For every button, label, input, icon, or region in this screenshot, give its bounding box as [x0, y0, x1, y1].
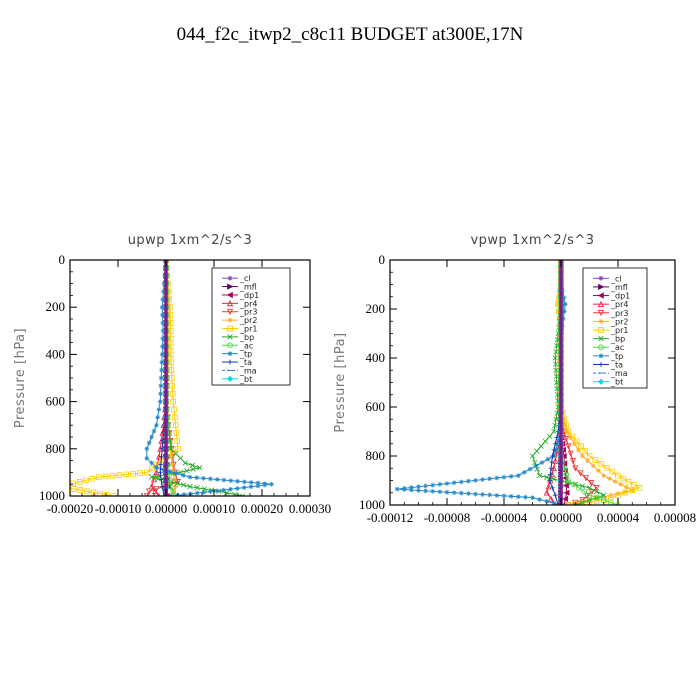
x-tick-label: 0.00010	[193, 501, 235, 516]
legend-box	[211, 267, 291, 386]
legend-marker	[598, 353, 604, 359]
x-tick-label: 0.00020	[241, 501, 283, 516]
y-tick-label: 400	[366, 350, 386, 365]
legend-entry: _tp	[610, 352, 623, 361]
legend-entry: _ma	[610, 369, 628, 378]
legend-entry: _pr2	[239, 316, 257, 325]
legend-marker	[227, 283, 234, 290]
legend-marker	[598, 344, 604, 351]
y-tick-label: 400	[46, 346, 66, 361]
legend-marker	[227, 275, 233, 281]
legend-entry: _ta	[610, 360, 623, 369]
legend-marker	[598, 283, 605, 291]
legend-marker	[226, 291, 233, 299]
legend: _cl_mfl_dp1_pr4_pr3_pr2_pr1_bp_ac_tp_ta_…	[211, 267, 291, 386]
legend-entry: _bt	[610, 378, 623, 387]
y-tick-label: 1000	[39, 488, 65, 503]
legend-marker	[598, 327, 604, 333]
panel-title: upwp 1xm^2/s^3	[128, 233, 253, 248]
legend-marker	[598, 318, 604, 324]
legend-box	[582, 267, 648, 389]
y-tick-label: 1000	[359, 497, 385, 512]
legend-entry: _pr2	[610, 317, 628, 326]
legend: _cl_mfl_dp1_pr4_pr3_pr2_pr1_bp_ac_tp_ta_…	[582, 267, 648, 389]
legend-marker	[597, 300, 605, 308]
y-axis-label: Pressure [hPa]	[333, 332, 348, 432]
figure-title: 044_f2c_itwp2_c8c11 BUDGET at300E,17N	[177, 24, 524, 45]
legend-entry: _ma	[239, 366, 257, 375]
legend-entry: _pr3	[239, 308, 257, 317]
legend-marker	[226, 299, 234, 307]
x-tick-label: -0.00008	[424, 510, 471, 525]
legend-marker	[227, 351, 233, 357]
legend-entry: _ac	[239, 341, 253, 350]
legend-entry: _bp	[610, 335, 625, 344]
x-tick-label: 0.00030	[289, 501, 331, 516]
x-tick-label: -0.00020	[47, 501, 94, 516]
legend-entry: _cl	[239, 274, 251, 283]
chart-panel-1: upwp 1xm^2/s^3 Pressure [hPa] 0 200 400 600 80…	[13, 233, 331, 516]
y-tick-label: 600	[366, 399, 386, 414]
panel-title: vpwp 1xm^2/s^3	[470, 233, 594, 248]
legend-entry: _mfl	[610, 283, 628, 292]
legend-entry: _pr3	[610, 309, 628, 318]
y-tick-label: 0	[59, 252, 66, 267]
legend-marker	[597, 378, 605, 385]
legend-entry: _bp	[239, 333, 254, 342]
y-tick-label: 600	[46, 394, 66, 409]
legend-marker	[597, 292, 604, 299]
legend-marker	[598, 275, 604, 281]
y-tick-label: 200	[46, 299, 66, 314]
legend-marker	[227, 325, 233, 332]
legend-entry: _tp	[239, 350, 252, 359]
y-axis-label: Pressure [hPa]	[13, 328, 28, 428]
legend-marker	[227, 334, 233, 340]
legend-marker	[598, 335, 604, 342]
y-tick-label: 800	[46, 441, 66, 456]
chart-panels: upwp 1xm^2/s^3 Pressure [hPa] 0 200 400 600 80…	[13, 233, 696, 525]
legend-entry: _dp1	[239, 291, 259, 300]
x-tick-label: 0.00008	[654, 510, 696, 525]
y-tick-label: 800	[366, 448, 386, 463]
legend-marker	[227, 317, 233, 323]
series-markers_tp	[394, 260, 568, 505]
x-tick-label: 0.00000	[145, 501, 187, 516]
legend-entry: _cl	[610, 274, 622, 283]
legend-entry: _bt	[239, 375, 252, 384]
legend-entry: _ta	[239, 358, 252, 367]
legend-entry: _ac	[610, 343, 624, 352]
x-tick-label: 0.00004	[597, 510, 640, 525]
x-tick-label: -0.00004	[481, 510, 528, 525]
legend-entry: _pr4	[239, 299, 257, 308]
legend-marker	[226, 308, 234, 316]
series-line_pr1	[70, 260, 179, 496]
legend-marker	[227, 359, 233, 365]
legend-marker	[227, 342, 233, 349]
legend-entry: _pr1	[610, 326, 628, 335]
x-tick-label: -0.00010	[95, 501, 142, 516]
y-tick-label: 200	[366, 301, 386, 316]
legend-entry: _mfl	[239, 283, 257, 292]
legend-entry: _dp1	[610, 292, 630, 301]
series-line_tp	[397, 260, 566, 505]
x-tick-label: 0.00000	[540, 510, 582, 525]
legend-marker	[597, 309, 605, 317]
legend-entry: _pr1	[239, 325, 257, 334]
y-tick-label: 0	[379, 252, 386, 267]
series-markers_tp	[144, 260, 274, 496]
chart-panel-2: vpwp 1xm^2/s^3 Pressure [hPa] 0 200 400 600 80…	[333, 233, 696, 525]
legend-marker	[226, 375, 234, 382]
legend-marker	[598, 362, 604, 367]
x-tick-label: -0.00012	[367, 510, 414, 525]
legend-entry: _pr4	[610, 300, 628, 309]
